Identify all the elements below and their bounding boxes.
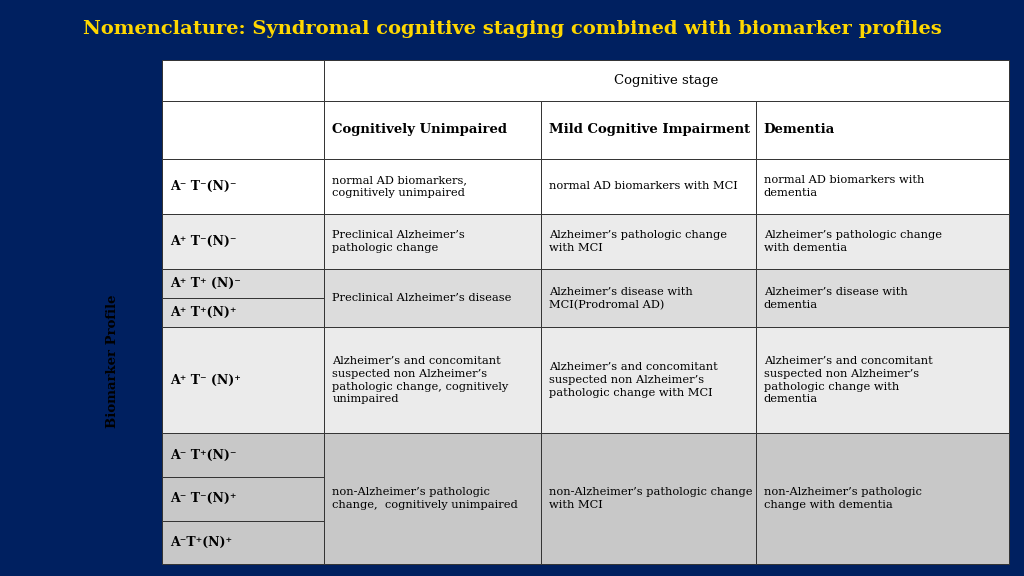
Text: non-Alzheimer’s pathologic
change with dementia: non-Alzheimer’s pathologic change with d…	[764, 487, 922, 510]
Text: Mild Cognitive Impairment: Mild Cognitive Impairment	[549, 123, 751, 137]
Text: A⁺ T⁻(N)⁻: A⁺ T⁻(N)⁻	[170, 235, 237, 248]
FancyBboxPatch shape	[541, 101, 756, 159]
FancyBboxPatch shape	[756, 214, 1009, 269]
FancyBboxPatch shape	[541, 269, 756, 327]
FancyBboxPatch shape	[541, 327, 756, 433]
FancyBboxPatch shape	[756, 101, 1009, 159]
FancyBboxPatch shape	[756, 433, 1009, 564]
Text: Preclinical Alzheimer’s disease: Preclinical Alzheimer’s disease	[333, 293, 512, 303]
Text: Alzheimer’s disease with
MCI(Prodromal AD): Alzheimer’s disease with MCI(Prodromal A…	[549, 287, 693, 310]
FancyBboxPatch shape	[162, 433, 325, 477]
FancyBboxPatch shape	[162, 521, 325, 564]
Text: Alzheimer’s pathologic change
with dementia: Alzheimer’s pathologic change with demen…	[764, 230, 942, 253]
Text: Dementia: Dementia	[764, 123, 835, 137]
FancyBboxPatch shape	[325, 214, 541, 269]
FancyBboxPatch shape	[162, 159, 325, 214]
FancyBboxPatch shape	[541, 214, 756, 269]
Text: Preclinical Alzheimer’s
pathologic change: Preclinical Alzheimer’s pathologic chang…	[333, 230, 465, 253]
FancyBboxPatch shape	[162, 298, 325, 327]
Text: A⁻ T⁻(N)⁻: A⁻ T⁻(N)⁻	[170, 180, 237, 193]
FancyBboxPatch shape	[325, 101, 541, 159]
FancyBboxPatch shape	[325, 159, 541, 214]
FancyBboxPatch shape	[325, 433, 541, 564]
Text: Alzheimer’s and concomitant
suspected non Alzheimer’s
pathologic change with MCI: Alzheimer’s and concomitant suspected no…	[549, 362, 718, 398]
FancyBboxPatch shape	[162, 101, 325, 159]
FancyBboxPatch shape	[162, 477, 325, 521]
FancyBboxPatch shape	[162, 214, 325, 269]
FancyBboxPatch shape	[756, 269, 1009, 327]
FancyBboxPatch shape	[162, 327, 325, 433]
Text: normal AD biomarkers with MCI: normal AD biomarkers with MCI	[549, 181, 738, 191]
Text: Alzheimer’s disease with
dementia: Alzheimer’s disease with dementia	[764, 287, 907, 309]
Text: Alzheimer’s and concomitant
suspected non Alzheimer’s
pathologic change, cogniti: Alzheimer’s and concomitant suspected no…	[333, 356, 509, 404]
Text: non-Alzheimer’s pathologic
change,  cognitively unimpaired: non-Alzheimer’s pathologic change, cogni…	[333, 487, 518, 510]
Text: A⁺ T⁺ (N)⁻: A⁺ T⁺ (N)⁻	[170, 277, 241, 290]
Text: Cognitive stage: Cognitive stage	[614, 74, 719, 87]
FancyBboxPatch shape	[756, 327, 1009, 433]
Text: Biomarker Profile: Biomarker Profile	[106, 295, 119, 429]
Text: A⁻T⁺(N)⁺: A⁻T⁺(N)⁺	[170, 536, 232, 549]
FancyBboxPatch shape	[325, 327, 541, 433]
FancyBboxPatch shape	[541, 433, 756, 564]
Text: Alzheimer’s and concomitant
suspected non Alzheimer’s
pathologic change with
dem: Alzheimer’s and concomitant suspected no…	[764, 356, 933, 404]
Text: Nomenclature: Syndromal cognitive staging combined with biomarker profiles: Nomenclature: Syndromal cognitive stagin…	[83, 20, 941, 38]
FancyBboxPatch shape	[325, 269, 541, 327]
Text: Cognitively Unimpaired: Cognitively Unimpaired	[333, 123, 508, 137]
Text: A⁻ T⁻(N)⁺: A⁻ T⁻(N)⁺	[170, 492, 237, 505]
Text: Alzheimer’s pathologic change
with MCI: Alzheimer’s pathologic change with MCI	[549, 230, 727, 253]
Text: non-Alzheimer’s pathologic change
with MCI: non-Alzheimer’s pathologic change with M…	[549, 487, 753, 510]
Text: normal AD biomarkers with
dementia: normal AD biomarkers with dementia	[764, 175, 924, 198]
FancyBboxPatch shape	[325, 60, 1009, 101]
FancyBboxPatch shape	[541, 159, 756, 214]
FancyBboxPatch shape	[162, 269, 325, 298]
FancyBboxPatch shape	[756, 159, 1009, 214]
FancyBboxPatch shape	[162, 60, 325, 101]
Text: A⁺ T⁺(N)⁺: A⁺ T⁺(N)⁺	[170, 306, 237, 319]
Text: normal AD biomarkers,
cognitively unimpaired: normal AD biomarkers, cognitively unimpa…	[333, 175, 468, 198]
Text: A⁺ T⁻ (N)⁺: A⁺ T⁻ (N)⁺	[170, 374, 241, 386]
Text: A⁻ T⁺(N)⁻: A⁻ T⁺(N)⁻	[170, 449, 237, 461]
